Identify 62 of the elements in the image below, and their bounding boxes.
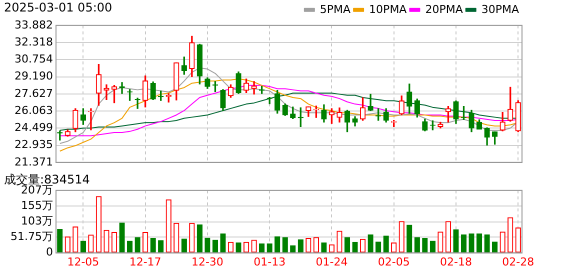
bar xyxy=(484,234,490,253)
bar xyxy=(274,236,280,253)
bar xyxy=(204,238,210,253)
bar xyxy=(134,237,140,253)
x-tick-label: 12-30 xyxy=(191,255,224,268)
y-tick-label: 26.063 xyxy=(14,104,53,117)
bar xyxy=(196,224,203,253)
y-tick-label: 24.499 xyxy=(14,121,53,134)
x-tick-label: 01-24 xyxy=(316,255,348,268)
y-tick-label: 22.935 xyxy=(14,138,53,152)
y-tick-label: 29.190 xyxy=(14,70,53,83)
bar xyxy=(298,239,304,253)
y-tick-label: 32.318 xyxy=(14,35,53,48)
x-tick-label: 12-17 xyxy=(129,255,162,268)
x-tick-label: 02-05 xyxy=(378,255,410,268)
bar xyxy=(57,228,63,253)
bar xyxy=(375,242,382,253)
y-tick-label: 155万 xyxy=(21,198,53,212)
bar xyxy=(282,237,288,253)
x-tick-label: 02-28 xyxy=(502,255,534,268)
bar xyxy=(321,242,327,253)
bar xyxy=(406,224,412,253)
bar xyxy=(476,233,482,253)
bar xyxy=(119,222,125,253)
candlestick xyxy=(119,82,125,94)
x-tick-label: 01-13 xyxy=(254,255,286,268)
bar xyxy=(236,242,242,253)
bar xyxy=(352,242,358,253)
bar xyxy=(460,234,467,253)
bar xyxy=(344,237,350,253)
bar xyxy=(422,238,428,253)
y-tick-label: 103万 xyxy=(21,214,53,228)
bar xyxy=(220,233,226,253)
bar xyxy=(468,233,474,253)
y-tick-label: 51.75万 xyxy=(10,230,53,244)
y-tick-label: 0 xyxy=(46,246,53,259)
chart-title: 2025-03-01 05:00 xyxy=(4,0,112,14)
legend-label: 20PMA xyxy=(425,2,464,16)
bar xyxy=(212,240,218,253)
bar xyxy=(492,242,498,253)
bar xyxy=(383,236,389,253)
y-tick-label: 27.627 xyxy=(14,86,53,100)
y-tick-label: 33.882 xyxy=(14,18,53,32)
x-tick-label: 12-05 xyxy=(67,255,100,268)
bar xyxy=(80,240,86,253)
legend-label: 30PMA xyxy=(481,2,520,16)
bar xyxy=(453,229,459,253)
x-tick-label: 02-18 xyxy=(440,255,472,268)
chart-title: 成交量:834514 xyxy=(4,172,90,186)
bar xyxy=(126,240,133,253)
bar xyxy=(368,234,374,253)
bar xyxy=(158,240,164,253)
y-tick-label: 30.754 xyxy=(14,52,53,66)
candlestick xyxy=(134,98,140,109)
bar xyxy=(181,238,187,253)
y-tick-label: 21.371 xyxy=(14,155,53,168)
bar xyxy=(150,238,156,253)
bar xyxy=(430,240,436,253)
legend-label: 5PMA xyxy=(320,2,352,16)
bar xyxy=(414,237,420,253)
legend-label: 10PMA xyxy=(369,2,408,16)
candlestick xyxy=(251,81,257,95)
